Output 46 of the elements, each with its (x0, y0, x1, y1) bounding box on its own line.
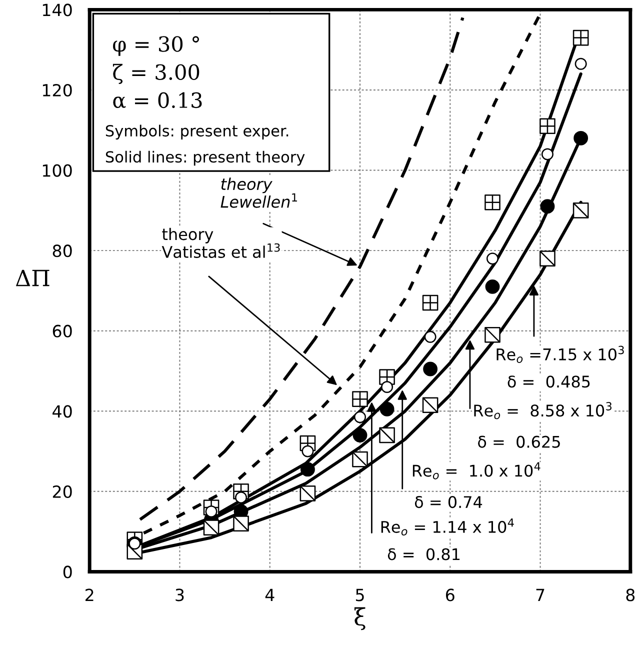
x-tick-label: 4 (265, 588, 274, 602)
y-tick-label: 20 (52, 485, 72, 498)
point (574, 130, 588, 146)
point (380, 402, 394, 416)
annotation: δ = 0.625 (478, 436, 560, 448)
y-tick-label: 140 (42, 4, 72, 16)
point (354, 411, 366, 424)
annotation: Re$_{o}$ = 8.58 x 10$^{3}$ (474, 402, 612, 420)
annotation: α = 0.13 (113, 92, 202, 108)
annotation: theory Lewellen$^{1}$ (220, 178, 297, 208)
x-tick-label: 5 (356, 588, 364, 602)
x-tick-label: 3 (176, 588, 184, 602)
y-tick-label: 0 (63, 566, 72, 578)
point (424, 330, 436, 343)
y-tick-label: 60 (52, 324, 72, 338)
point (574, 58, 587, 70)
annotation: ζ = 3.00 (112, 64, 200, 84)
y-tick-label: 100 (42, 164, 72, 177)
point (381, 381, 394, 394)
point (423, 362, 438, 376)
annotation: Re$_{o}$ =7.15 x 10$^{3}$ (496, 346, 624, 363)
x-tick-label: 2 (86, 588, 94, 602)
x-tick-label: 8 (626, 588, 635, 602)
x-axis-title: ξ (354, 607, 366, 630)
y-tick-label: 40 (52, 405, 72, 418)
annotation: Re$_{o}$ = 1.0 x 10$^{4}$ (412, 462, 540, 480)
y-axis-title: ΔΠ (16, 270, 50, 286)
y-tick-label: 120 (42, 84, 72, 97)
annotation: δ = 0.81 (388, 548, 460, 560)
x-tick-label: 7 (536, 588, 544, 602)
point (486, 252, 498, 265)
annotation: theory Vatistas et al$^{13}$ (162, 228, 280, 258)
point (541, 148, 554, 160)
point (352, 428, 368, 442)
point (485, 279, 500, 294)
annotation: δ = 0.485 (508, 376, 590, 388)
annotation: φ = 30 ° (113, 36, 199, 56)
annotation: Re$_{o}$ = 1.14 x 10$^{4}$ (381, 518, 514, 536)
point (302, 445, 314, 458)
annotation: Solid lines: present theory (106, 150, 305, 166)
y-tick-label: 80 (52, 244, 72, 258)
point (300, 462, 315, 477)
point (540, 199, 555, 214)
annotation: Symbols: present exper. (106, 124, 288, 140)
annotation: δ = 0.74 (414, 496, 482, 508)
x-tick-label: 6 (446, 588, 454, 602)
